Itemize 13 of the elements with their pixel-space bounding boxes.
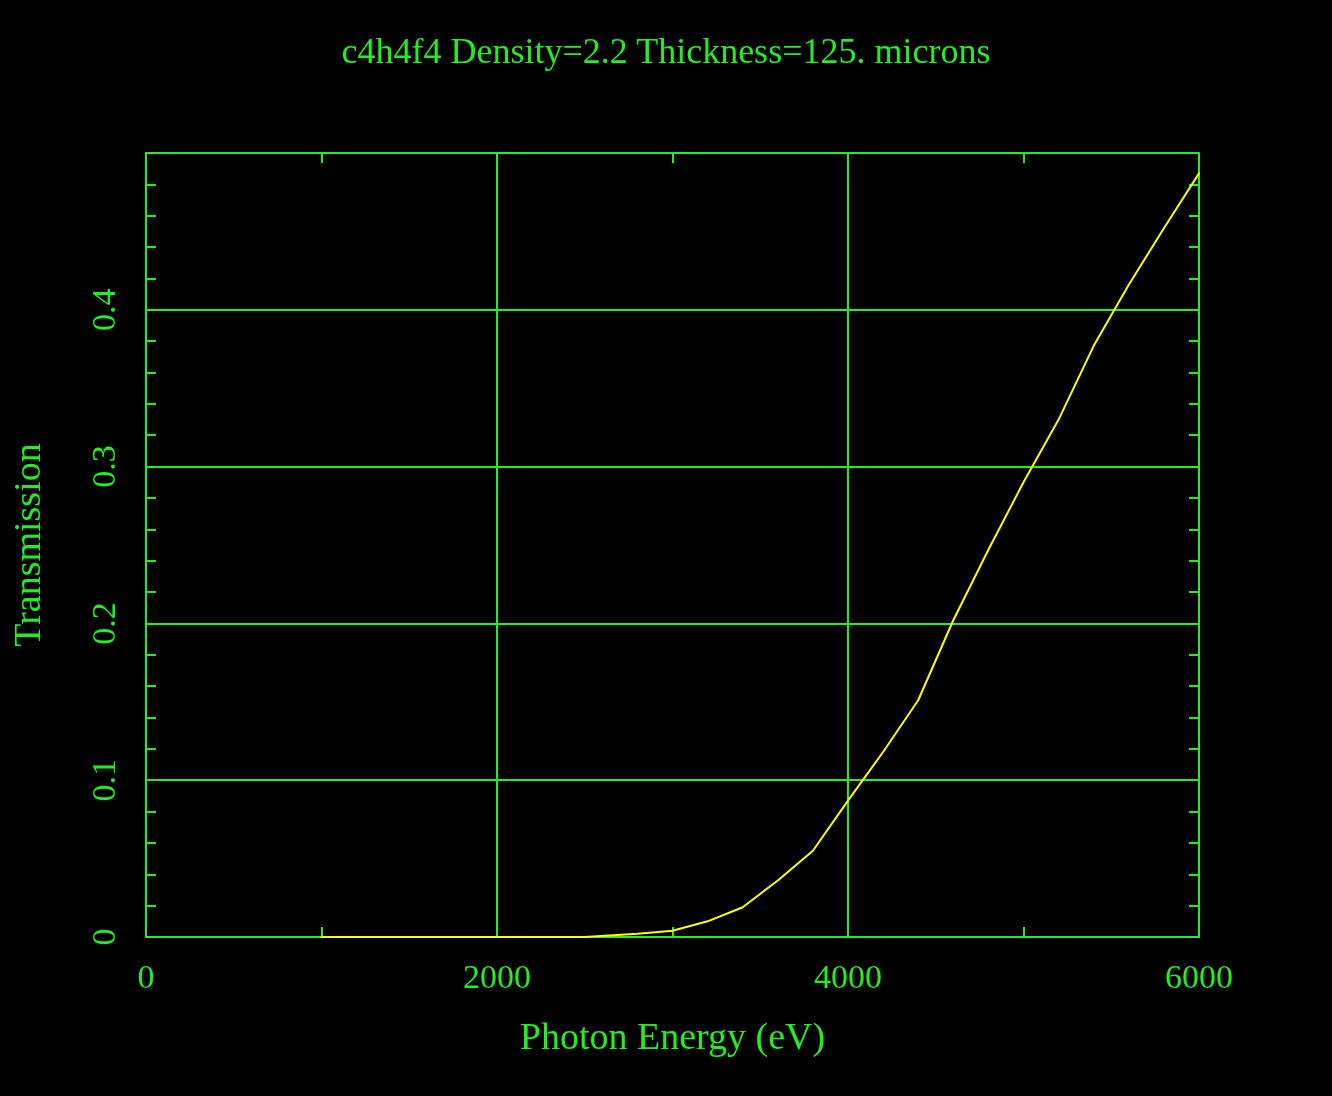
chart-title: c4h4f4 Density=2.2 Thickness=125. microns xyxy=(341,31,991,71)
x-tick-label: 0 xyxy=(137,957,155,995)
line-series xyxy=(320,172,1200,938)
y-tick-label: 0.3 xyxy=(84,445,122,488)
y-tick-label: 0.2 xyxy=(84,602,122,645)
x-tick-label: 2000 xyxy=(463,957,531,995)
x-tick-label: 6000 xyxy=(1165,957,1233,995)
x-axis-title: Photon Energy (eV) xyxy=(519,1015,826,1058)
y-tick-label: 0.4 xyxy=(84,288,122,332)
x-tick-label: 4000 xyxy=(814,957,882,995)
y-axis-title: Transmission xyxy=(6,443,48,647)
y-tick-label: 0.1 xyxy=(84,758,122,802)
y-tick-label: 0 xyxy=(84,928,122,946)
